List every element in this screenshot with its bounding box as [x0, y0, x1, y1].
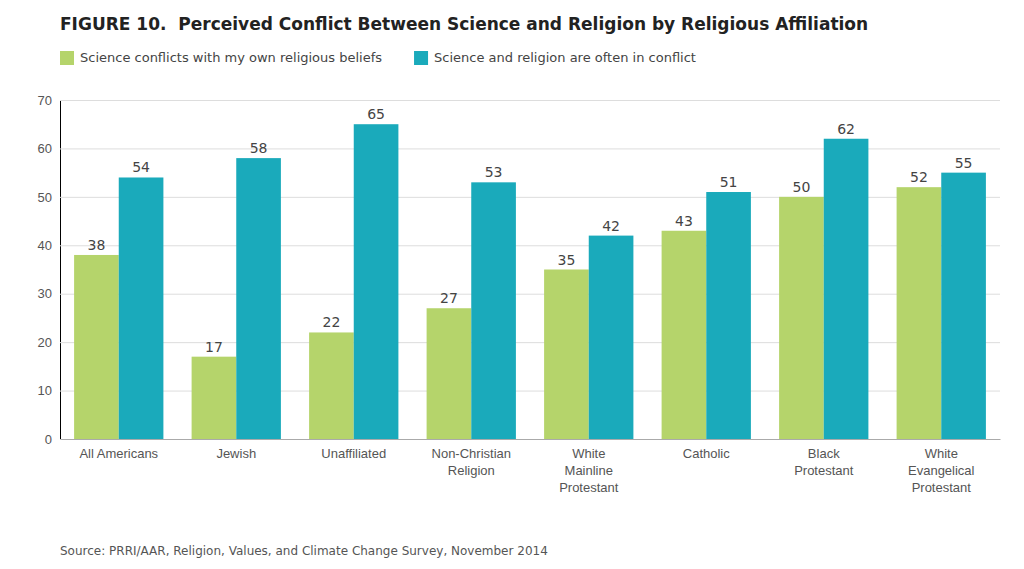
x-tick-label-line: All Americans — [79, 446, 158, 461]
bars — [74, 124, 986, 439]
y-tick-label: 40 — [38, 238, 52, 253]
x-tick-label: Non-Christian Religion — [432, 446, 511, 478]
data-label: 53 — [485, 164, 503, 180]
x-tick: White Mainline Protestant — [559, 446, 619, 495]
data-label: 54 — [132, 159, 150, 175]
bar — [192, 357, 237, 439]
bar — [662, 231, 707, 439]
legend-swatch — [60, 51, 74, 65]
x-tick-label: All Americans — [79, 446, 158, 461]
legend-item: Science conflicts with my own religious … — [60, 50, 382, 65]
bar — [427, 308, 472, 439]
legend-item: Science and religion are often in confli… — [414, 50, 696, 65]
chart: FIGURE 10. Perceived Conflict Between Sc… — [0, 0, 1024, 569]
bar — [589, 236, 634, 439]
x-tick-label: Black Protestant — [794, 446, 854, 478]
x-tick: White Evangelical Protestant — [908, 446, 975, 495]
title: FIGURE 10. Perceived Conflict Between Sc… — [60, 14, 868, 34]
data-label: 43 — [675, 213, 693, 229]
data-label: 50 — [793, 179, 811, 195]
x-tick: Unaffiliated — [321, 446, 386, 461]
y-tick-label: 30 — [38, 286, 52, 301]
x-tick-label-line: Mainline — [565, 463, 613, 478]
bar — [544, 270, 589, 440]
x-tick: Black Protestant — [794, 446, 854, 478]
y-tick-label: 20 — [38, 335, 52, 350]
y-tick-label: 10 — [38, 383, 52, 398]
y-tick-label: 0 — [45, 432, 52, 447]
data-label: 65 — [367, 106, 385, 122]
y-tick-label: 50 — [38, 190, 52, 205]
bar — [706, 192, 751, 439]
x-tick-label: Jewish — [216, 446, 256, 461]
x-tick-label-line: White — [572, 446, 605, 461]
bar — [824, 139, 869, 439]
x-tick-label-line: Jewish — [216, 446, 256, 461]
source: Source: PRRI/AAR, Religion, Values, and … — [60, 544, 548, 558]
x-tick-label-line: Protestant — [559, 480, 619, 495]
plot: 0 10 20 30 40 50 60 70 38 17 22 27 35 43 50 52 54 58 65 53 4… — [38, 93, 1001, 495]
x-tick-label-line: Protestant — [912, 480, 972, 495]
grid-line — [60, 100, 1000, 101]
legend: Science conflicts with my own religious … — [60, 50, 696, 65]
data-label: 62 — [837, 121, 855, 137]
x-tick-label: Catholic — [683, 446, 730, 461]
x-tick-label-line: Non-Christian — [432, 446, 511, 461]
legend-swatch — [414, 51, 428, 65]
x-tick-label-line: Evangelical — [908, 463, 975, 478]
bar — [74, 255, 119, 439]
data-label: 58 — [250, 140, 268, 156]
x-tick-label-line: Catholic — [683, 446, 730, 461]
bar — [119, 177, 164, 439]
bar — [354, 124, 399, 439]
x-tick-label-line: Unaffiliated — [321, 446, 386, 461]
data-label: 52 — [910, 169, 928, 185]
x-tick-label: Unaffiliated — [321, 446, 386, 461]
bar — [471, 182, 516, 439]
data-label: 17 — [205, 339, 223, 355]
y-tick-label: 70 — [38, 93, 52, 108]
bar — [897, 187, 942, 439]
x-tick-label-line: Protestant — [794, 463, 854, 478]
legend-label: Science conflicts with my own religious … — [80, 50, 382, 65]
bar — [236, 158, 281, 439]
y-tick: 70 — [38, 93, 1000, 108]
x-tick-label: White Evangelical Protestant — [908, 446, 975, 495]
y-axis: 0 10 20 30 40 50 60 70 — [38, 93, 1000, 447]
y-axis-line — [61, 101, 1001, 440]
data-label: 38 — [88, 237, 106, 253]
data-label: 42 — [602, 218, 620, 234]
x-tick: Jewish — [216, 446, 256, 461]
bar — [309, 332, 354, 439]
x-tick-label: White Mainline Protestant — [559, 446, 619, 495]
grid-line — [60, 439, 1000, 440]
data-labels: 38 17 22 27 35 43 50 52 54 58 65 53 42 51 62 55 — [88, 106, 973, 354]
x-tick: Non-Christian Religion — [432, 446, 511, 478]
data-label: 51 — [720, 174, 738, 190]
bar — [779, 197, 824, 439]
x-tick: Catholic — [683, 446, 730, 461]
data-label: 55 — [955, 155, 973, 171]
data-label: 35 — [558, 252, 576, 268]
x-tick-label-line: Black — [808, 446, 840, 461]
legend-label: Science and religion are often in confli… — [434, 50, 696, 65]
x-tick: All Americans — [79, 446, 158, 461]
bar — [941, 173, 986, 439]
y-tick-label: 60 — [38, 141, 52, 156]
x-tick-label-line: Religion — [448, 463, 495, 478]
data-label: 22 — [323, 314, 341, 330]
x-axis: All Americans Jewish Unaffiliated Non-Chris… — [61, 440, 1001, 496]
x-tick-label-line: White — [925, 446, 958, 461]
x-axis-line — [61, 439, 1001, 440]
data-label: 27 — [440, 290, 458, 306]
